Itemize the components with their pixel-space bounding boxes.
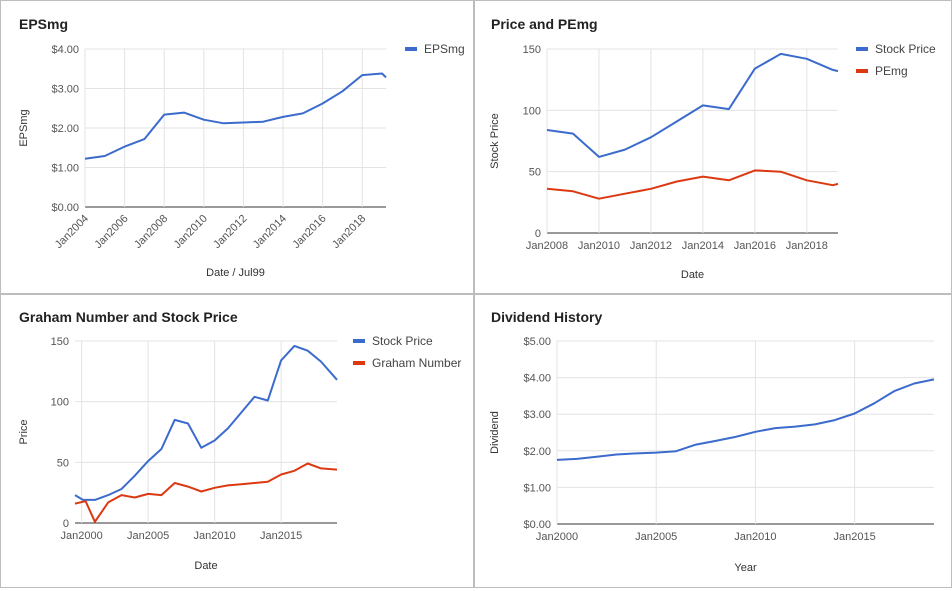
x-tick-label: Jan2016	[734, 240, 776, 252]
graham-chart: Graham Number and Stock Price 0 50 100 150 Ja…	[18, 309, 461, 572]
x-axis-label: Date / Jul99	[206, 267, 265, 279]
y-axis-label: Stock Price	[489, 113, 501, 169]
x-tick-label: Jan2012	[630, 240, 672, 252]
y-tick-label: $2.00	[51, 123, 79, 135]
y-axis-label: EPSmg	[18, 109, 30, 146]
x-tick-label: Jan2010	[734, 531, 776, 543]
x-tick-label: Jan2015	[260, 530, 302, 542]
legend-swatch	[856, 47, 868, 51]
legend-label: Graham Number	[372, 356, 461, 370]
y-tick-label: 50	[529, 167, 541, 179]
x-tick-label: Jan2014	[682, 240, 724, 252]
series-line-1	[546, 169, 839, 200]
x-tick-label: Jan2010	[172, 213, 210, 251]
y-tick-label: $1.00	[51, 163, 79, 175]
x-tick-label: Jan2016	[290, 213, 328, 251]
series-line-0	[74, 344, 338, 501]
x-axis-label: Date	[681, 269, 704, 281]
dividend-chart: Dividend History $0.00 $1.00 $2.00 $3.00 $4.0…	[489, 309, 935, 574]
chart-title: EPSmg	[19, 16, 68, 32]
y-tick-label: $1.00	[523, 482, 551, 494]
x-axis-label: Year	[734, 562, 757, 574]
x-tick-label: Jan2012	[211, 213, 249, 251]
chart-title: Graham Number and Stock Price	[19, 309, 238, 325]
y-tick-label: $0.00	[51, 202, 79, 214]
series-line-1	[74, 462, 338, 523]
legend-swatch	[856, 69, 868, 73]
legend-swatch	[405, 47, 417, 51]
x-tick-label: Jan2006	[92, 213, 130, 251]
x-tick-label: Jan2005	[635, 531, 677, 543]
x-tick-label: Jan2018	[786, 240, 828, 252]
series-line-0	[556, 378, 935, 461]
series-line-0	[84, 72, 387, 160]
y-tick-label: $5.00	[523, 336, 551, 348]
y-tick-label: $3.00	[523, 409, 551, 421]
y-tick-label: $2.00	[523, 446, 551, 458]
y-tick-label: $4.00	[523, 373, 551, 385]
y-tick-label: 100	[523, 105, 541, 117]
x-tick-label: Jan2008	[526, 240, 568, 252]
y-tick-label: $0.00	[523, 519, 551, 531]
x-tick-label: Jan2018	[330, 213, 368, 251]
y-tick-label: 50	[57, 457, 69, 469]
x-tick-label: Jan2008	[132, 213, 170, 251]
x-tick-label: Jan2000	[61, 530, 103, 542]
price-pe-chart: Price and PEmg 0 50 100 150 Jan2008 Jan2010 Jan…	[489, 16, 936, 281]
x-tick-label: Jan2015	[834, 531, 876, 543]
legend-label: EPSmg	[424, 42, 465, 56]
x-axis-label: Date	[194, 560, 217, 572]
chart-title: Dividend History	[491, 309, 602, 325]
y-tick-label: $4.00	[51, 44, 79, 56]
legend-swatch	[353, 361, 365, 365]
eps-chart-panel: EPSmg $0.00 $1.00 $2.00 $3.00 $4.00 Jan2004 Jan…	[0, 0, 474, 294]
y-tick-label: 150	[523, 44, 541, 56]
series-line-0	[546, 52, 839, 158]
y-tick-label: 0	[63, 518, 69, 530]
x-tick-label: Jan2005	[127, 530, 169, 542]
chart-title: Price and PEmg	[491, 16, 598, 32]
legend-label: PEmg	[875, 64, 908, 78]
legend-label: Stock Price	[875, 42, 936, 56]
x-tick-label: Jan2014	[251, 213, 289, 251]
legend-swatch	[353, 339, 365, 343]
x-tick-label: Jan2010	[578, 240, 620, 252]
dividend-chart-panel: Dividend History $0.00 $1.00 $2.00 $3.00 $4.0…	[474, 294, 952, 588]
y-tick-label: $3.00	[51, 84, 79, 96]
price-pe-chart-panel: Price and PEmg 0 50 100 150 Jan2008 Jan2010 Jan…	[474, 0, 952, 294]
legend-label: Stock Price	[372, 334, 433, 348]
y-tick-label: 0	[535, 228, 541, 240]
graham-chart-panel: Graham Number and Stock Price 0 50 100 150 Ja…	[0, 294, 474, 588]
x-tick-label: Jan2000	[536, 531, 578, 543]
y-axis-label: Dividend	[489, 411, 501, 454]
y-tick-label: 150	[51, 336, 69, 348]
x-tick-label: Jan2004	[53, 213, 91, 251]
x-tick-label: Jan2010	[194, 530, 236, 542]
y-tick-label: 100	[51, 397, 69, 409]
y-axis-label: Price	[18, 419, 30, 444]
